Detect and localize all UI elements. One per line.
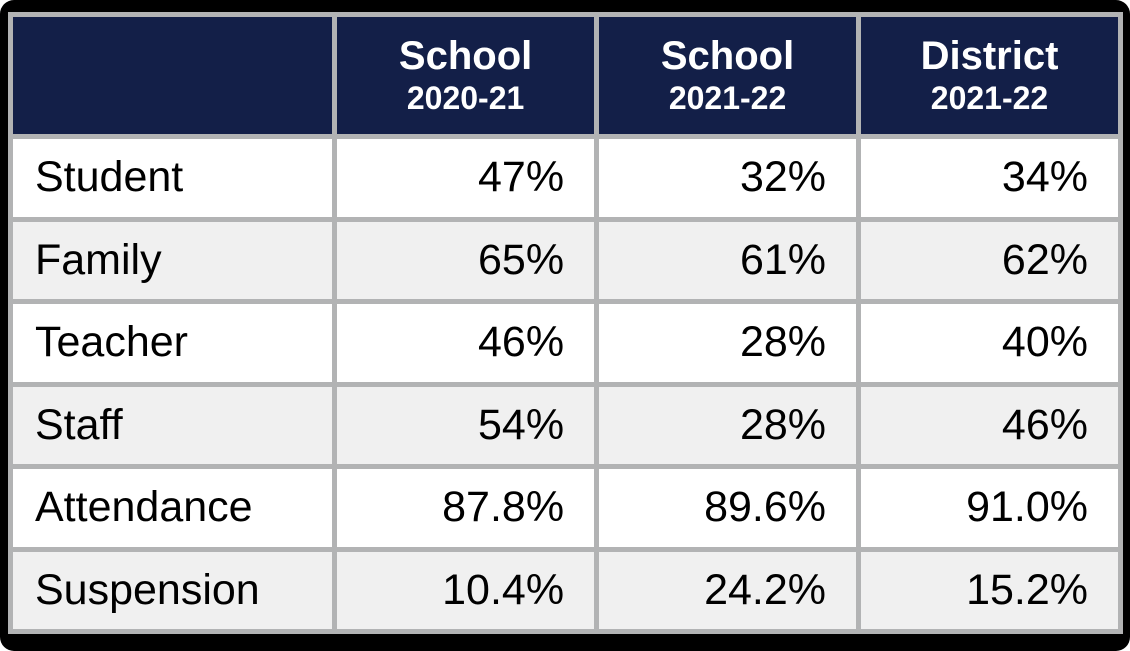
value-cell: 15.2%: [856, 546, 1123, 634]
value-cell: 34%: [856, 134, 1123, 222]
value-cell: 46%: [856, 381, 1123, 469]
value-cell: 28%: [594, 381, 862, 469]
value-cell: 47%: [332, 134, 600, 222]
value-cell: 91.0%: [856, 464, 1123, 552]
value-cell: 61%: [594, 216, 862, 304]
table-row-suspension: Suspension 10.4% 24.2% 15.2%: [7, 546, 1123, 634]
table-row-attendance: Attendance 87.8% 89.6% 91.0%: [7, 464, 1123, 552]
row-label: Student: [7, 134, 338, 222]
value-cell: 28%: [594, 299, 862, 387]
row-label: Attendance: [7, 464, 338, 552]
row-label: Suspension: [7, 546, 338, 634]
value-cell: 32%: [594, 134, 862, 222]
column-title: School: [398, 34, 533, 79]
value-cell: 89.6%: [594, 464, 862, 552]
column-subtitle: 2021-22: [930, 80, 1049, 117]
value-cell: 54%: [332, 381, 600, 469]
header-row: School 2020-21 School 2021-22 District 2…: [7, 12, 1123, 139]
table-row-teacher: Teacher 46% 28% 40%: [7, 299, 1123, 387]
value-cell: 62%: [856, 216, 1123, 304]
table-row-family: Family 65% 61% 62%: [7, 216, 1123, 304]
column-title: District: [920, 34, 1059, 79]
header-empty-cell: [7, 12, 338, 139]
table-row-student: Student 47% 32% 34%: [7, 134, 1123, 222]
value-cell: 87.8%: [332, 464, 600, 552]
value-cell: 40%: [856, 299, 1123, 387]
row-label: Staff: [7, 381, 338, 469]
column-subtitle: 2020-21: [406, 80, 525, 117]
school-district-survey-table: School 2020-21 School 2021-22 District 2…: [7, 12, 1123, 634]
column-title: School: [660, 34, 795, 79]
header-school-2021-22: School 2021-22: [594, 12, 862, 139]
value-cell: 10.4%: [332, 546, 600, 634]
header-district-2021-22: District 2021-22: [856, 12, 1123, 139]
table-row-staff: Staff 54% 28% 46%: [7, 381, 1123, 469]
header-school-2020-21: School 2020-21: [332, 12, 600, 139]
value-cell: 65%: [332, 216, 600, 304]
column-subtitle: 2021-22: [668, 80, 787, 117]
value-cell: 46%: [332, 299, 600, 387]
row-label: Teacher: [7, 299, 338, 387]
row-label: Family: [7, 216, 338, 304]
value-cell: 24.2%: [594, 546, 862, 634]
